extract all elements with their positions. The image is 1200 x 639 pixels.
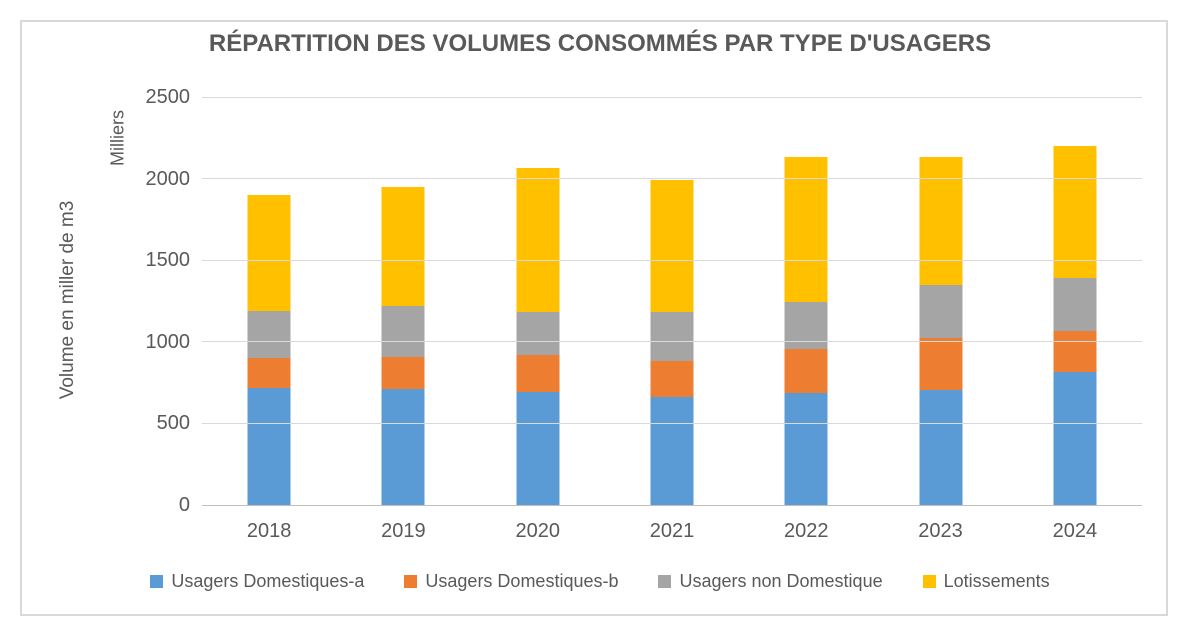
- legend-item: Usagers non Domestique: [658, 571, 883, 592]
- bar-segment: [381, 356, 425, 390]
- bar-segment: [919, 156, 963, 285]
- stacked-bar-2018: [247, 97, 291, 505]
- x-tick-label: 2020: [515, 520, 560, 542]
- bar-slot: [202, 97, 336, 505]
- bar-segment: [784, 157, 828, 302]
- bars-container: [202, 97, 1142, 505]
- y-tick-label: 1000: [145, 330, 191, 353]
- bar-segment: [650, 397, 694, 505]
- y-gridline: [202, 422, 1142, 424]
- y-gridline: [202, 259, 1142, 261]
- bar-segment: [650, 180, 694, 313]
- legend-swatch-icon: [404, 575, 418, 588]
- bar-segment: [381, 186, 425, 306]
- bar-segment: [919, 389, 963, 505]
- x-tick-label: 2023: [918, 520, 963, 542]
- legend-item: Usagers Domestiques-a: [150, 571, 364, 592]
- legend-label: Usagers non Domestique: [679, 571, 883, 591]
- chart-frame: [20, 20, 1168, 616]
- bar-segment: [247, 358, 291, 388]
- y-tick-label: 500: [156, 412, 190, 435]
- y-tick-label: 2500: [145, 86, 191, 108]
- legend-swatch-icon: [658, 575, 672, 588]
- stacked-bar-2022: [784, 97, 828, 505]
- bar-segment: [516, 168, 560, 313]
- bar-segment: [919, 337, 963, 390]
- x-tick-label: 2021: [649, 520, 695, 542]
- bar-slot: [1008, 97, 1142, 505]
- bar-segment: [784, 301, 828, 350]
- bar-segment: [1053, 372, 1097, 505]
- legend-item: Usagers Domestiques-b: [404, 571, 618, 592]
- x-tick-label: 2018: [246, 520, 292, 542]
- bar-slot: [336, 97, 470, 505]
- legend: Usagers Domestiques-a Usagers Domestiques…: [0, 571, 1200, 592]
- stacked-bar-2019: [381, 97, 425, 505]
- bar-slot: [873, 97, 1007, 505]
- bar-segment: [381, 389, 425, 505]
- bar-segment: [247, 310, 291, 359]
- bar-segment: [247, 194, 291, 311]
- x-tick-label: 2022: [784, 520, 829, 542]
- legend-label: Usagers Domestiques-b: [425, 571, 619, 591]
- y-tick-label: 2000: [145, 167, 191, 190]
- chart-title: RÉPARTITION DES VOLUMES CONSOMMÉS PAR TY…: [208, 30, 992, 57]
- plot-area: [202, 96, 1142, 506]
- x-tick-label: 2024: [1052, 520, 1098, 542]
- bar-slot: [739, 97, 873, 505]
- bar-segment: [1053, 145, 1097, 279]
- y-axis-title: Volume en miller de m3: [57, 200, 78, 400]
- legend-swatch-icon: [922, 575, 936, 588]
- bar-segment: [650, 360, 694, 398]
- bar-segment: [516, 354, 560, 392]
- x-tick-label: 2019: [381, 520, 426, 542]
- bar-segment: [516, 312, 560, 355]
- y-tick-label: 0: [178, 494, 190, 516]
- legend-label: Lotissements: [943, 571, 1050, 591]
- y-tick-label: 1500: [145, 249, 191, 272]
- x-axis-labels: 2018 2019 2020 2021 2022 2023 2024: [202, 520, 1142, 543]
- bar-segment: [381, 305, 425, 357]
- bar-segment: [1053, 278, 1097, 332]
- y-axis-tick-labels: 0 500 1000 1500 2000 2500: [105, 86, 191, 516]
- y-gridline: [202, 341, 1142, 343]
- x-axis-line: [202, 504, 1142, 506]
- bar-segment: [784, 349, 828, 394]
- stacked-bar-2021: [650, 97, 694, 505]
- y-gridline: [202, 96, 1142, 98]
- legend-item: Lotissements: [922, 571, 1050, 592]
- stacked-bar-2023: [919, 97, 963, 505]
- bar-segment: [919, 284, 963, 338]
- legend-label: Usagers Domestiques-a: [171, 571, 365, 591]
- stacked-bar-2020: [516, 97, 560, 505]
- bar-slot: [605, 97, 739, 505]
- bar-segment: [516, 391, 560, 505]
- stacked-bar-2024: [1053, 97, 1097, 505]
- y-gridline: [202, 178, 1142, 180]
- bar-segment: [1053, 331, 1097, 372]
- legend-swatch-icon: [150, 575, 164, 588]
- bar-segment: [650, 312, 694, 361]
- bar-slot: [471, 97, 605, 505]
- bar-segment: [247, 387, 291, 505]
- bar-segment: [784, 393, 828, 505]
